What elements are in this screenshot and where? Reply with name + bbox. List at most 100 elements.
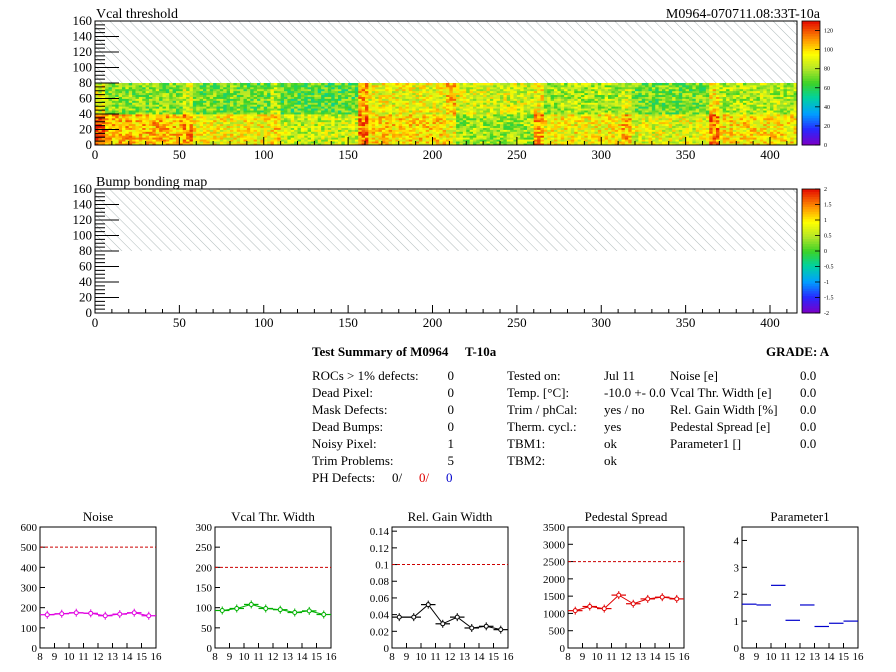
defects-label: Noisy Pixel: — [312, 436, 377, 451]
pedestal-spread-x-tick-label: 13 — [635, 651, 647, 663]
gain-width-y-tick-label: 0.02 — [370, 626, 389, 638]
noise-title: Noise — [83, 509, 114, 524]
pedestal-spread-y-tick-label: 2000 — [543, 574, 566, 586]
vcal-map-colorbar-label: 40 — [824, 105, 830, 111]
bump-map-y-tick-label: 20 — [79, 290, 92, 305]
gain-width-point — [440, 621, 446, 627]
bump-map-x-tick-label: 400 — [760, 315, 780, 330]
ph-defects-value-1: 0/ — [392, 470, 403, 485]
vcal-width-y-tick-label: 300 — [196, 522, 213, 534]
bump-map-y-tick-label: 0 — [86, 305, 93, 320]
parameter1-x-tick-label: 13 — [809, 651, 821, 663]
widths-value: 0.0 — [800, 436, 817, 451]
vcal-width-y-tick-label: 0 — [207, 643, 213, 655]
vcal-map-y-tick-label: 0 — [86, 137, 93, 152]
defects-value: 0 — [447, 385, 455, 400]
noise-x-tick-label: 14 — [122, 651, 134, 663]
summary-title: Test Summary of M0964 — [312, 344, 449, 359]
noise-x-tick-label: 9 — [52, 651, 58, 663]
vcal-map-x-tick-label: 0 — [92, 147, 99, 162]
bump-map-y-tick-label: 100 — [73, 228, 93, 243]
gain-width-y-tick-label: 0.14 — [370, 526, 390, 538]
widths-label: Rel. Gain Width [%] — [670, 402, 778, 417]
defects-value: 0 — [447, 402, 455, 417]
vcal-width-x-tick-label: 14 — [297, 651, 309, 663]
vcal-threshold-title: Vcal threshold — [96, 7, 178, 22]
defects-label: Mask Defects: — [312, 402, 388, 417]
vcal-width-y-tick-label: 250 — [196, 542, 213, 554]
parameter1-y-tick-label: 4 — [734, 535, 740, 547]
bump-map-x-tick-label: 50 — [173, 315, 186, 330]
conditions-label: Trim / phCal: — [507, 402, 578, 417]
defects-label: Dead Pixel: — [312, 385, 374, 400]
vcal-map-colorbar-label: 100 — [824, 48, 833, 54]
vcal-width-point — [306, 608, 312, 614]
vcal-map-x-tick-label: 150 — [338, 147, 358, 162]
defects-value: 5 — [447, 453, 455, 468]
noise-point — [59, 611, 65, 617]
bump-map-colorbar-label: -1 — [824, 280, 829, 286]
bump-map-x-tick-label: 200 — [423, 315, 443, 330]
vcal-width-point — [263, 605, 269, 611]
vcal-map-x-tick-label: 200 — [423, 147, 443, 162]
widths-value: 0.0 — [800, 385, 817, 400]
defects-label: Trim Problems: — [312, 453, 394, 468]
bump-map-colorbar-label: 2 — [824, 187, 827, 193]
pedestal-spread-x-tick-label: 8 — [565, 651, 571, 663]
pedestal-spread-y-tick-label: 500 — [549, 626, 566, 638]
vcal-map-y-tick-label: 40 — [79, 106, 92, 121]
gain-width-plot: Rel. Gain Width 0 0.02 0.04 0.06 0.08 0.1 0.12 0… — [370, 509, 514, 663]
bump-map-x-tick-label: 350 — [676, 315, 696, 330]
noise-point — [88, 610, 94, 616]
vcal-width-x-tick-label: 11 — [253, 651, 264, 663]
noise-y-tick-label: 0 — [32, 643, 38, 655]
vcal-width-title: Vcal Thr. Width — [231, 509, 315, 524]
defects-value: 0 — [447, 419, 455, 434]
gain-width-point — [483, 623, 489, 629]
pedestal-spread-y-tick-label: 0 — [560, 643, 566, 655]
vcal-width-point — [219, 607, 225, 613]
vcal-width-y-tick-label: 150 — [196, 583, 213, 595]
grade-label: GRADE: A — [766, 344, 830, 359]
vcal-width-y-tick-label: 50 — [201, 623, 213, 635]
parameter1-y-tick-label: 2 — [734, 589, 740, 601]
bump-map-x-tick-label: 100 — [254, 315, 274, 330]
vcal-map-y-tick-label: 100 — [73, 60, 93, 75]
pedestal-spread-x-tick-label: 10 — [592, 651, 604, 663]
vcal-map-x-tick-label: 350 — [676, 147, 696, 162]
noise-x-tick-label: 8 — [37, 651, 43, 663]
pedestal-spread-y-tick-label: 3500 — [543, 522, 566, 534]
noise-point — [73, 610, 79, 616]
gain-width-point — [498, 627, 504, 633]
widths-value: 0.0 — [800, 402, 817, 417]
pedestal-spread-y-tick-label: 1500 — [543, 591, 566, 603]
pedestal-spread-y-tick-label: 1000 — [543, 608, 566, 620]
parameter1-frame — [741, 526, 859, 649]
summary-temp-label: T-10a — [465, 344, 497, 359]
bump-map-y-tick-label: 60 — [79, 259, 92, 274]
pedestal-spread-point — [601, 606, 607, 612]
noise-plot: Noise 0 100 200 300 400 500 600 8 9 10 11 12 13 14 15 16 — [21, 509, 163, 663]
ph-defects-value-3: 0 — [446, 470, 453, 485]
conditions-value: yes / no — [604, 402, 645, 417]
bump-map-colorbar-label: 1 — [824, 218, 827, 224]
pedestal-spread-point — [645, 596, 651, 602]
noise-x-tick-label: 16 — [151, 651, 163, 663]
gain-width-x-tick-label: 13 — [459, 651, 471, 663]
vcal-width-x-tick-label: 8 — [212, 651, 218, 663]
parameter1-x-tick-label: 16 — [853, 651, 865, 663]
bump-map-colorbar-label: -1.5 — [824, 296, 834, 302]
vcal-width-frame — [214, 526, 332, 649]
widths-label: Noise [e] — [670, 368, 719, 383]
vcal-map-y-tick-label: 140 — [73, 29, 93, 44]
noise-frame — [39, 526, 157, 649]
parameter1-y-tick-label: 3 — [734, 562, 740, 574]
vcal-map-y-tick-label: 20 — [79, 122, 92, 137]
pedestal-spread-point — [674, 596, 680, 602]
vcal-map-y-tick-label: 60 — [79, 91, 92, 106]
bump-map-x-tick-label: 250 — [507, 315, 527, 330]
noise-point — [102, 613, 108, 619]
conditions-label: TBM2: — [507, 453, 546, 468]
